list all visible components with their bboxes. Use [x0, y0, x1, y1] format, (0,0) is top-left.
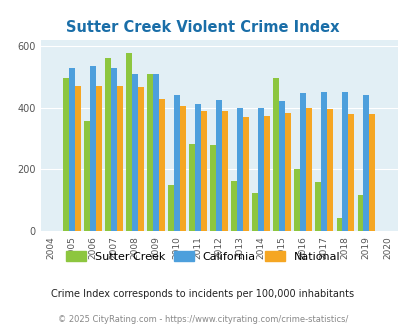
Bar: [357, 195, 362, 231]
Bar: [294, 169, 300, 231]
Bar: [153, 74, 159, 231]
Text: Crime Index corresponds to incidents per 100,000 inhabitants: Crime Index corresponds to incidents per…: [51, 289, 354, 299]
Bar: [243, 117, 249, 231]
Bar: [326, 109, 333, 231]
Bar: [174, 95, 180, 231]
Bar: [63, 78, 69, 231]
Bar: [126, 53, 132, 231]
Bar: [264, 116, 269, 231]
Bar: [222, 111, 228, 231]
Bar: [258, 108, 264, 231]
Legend: Sutter Creek, California, National: Sutter Creek, California, National: [61, 247, 344, 267]
Bar: [362, 95, 369, 231]
Bar: [347, 114, 353, 231]
Bar: [159, 99, 164, 231]
Bar: [195, 104, 200, 231]
Bar: [300, 93, 305, 231]
Bar: [138, 87, 144, 231]
Bar: [273, 78, 279, 231]
Bar: [69, 68, 75, 231]
Text: © 2025 CityRating.com - https://www.cityrating.com/crime-statistics/: © 2025 CityRating.com - https://www.city…: [58, 315, 347, 324]
Bar: [305, 108, 311, 231]
Bar: [180, 106, 185, 231]
Bar: [75, 86, 81, 231]
Bar: [132, 74, 138, 231]
Bar: [84, 121, 90, 231]
Bar: [336, 218, 341, 231]
Bar: [321, 92, 326, 231]
Bar: [279, 101, 285, 231]
Bar: [369, 114, 374, 231]
Bar: [285, 113, 290, 231]
Bar: [315, 182, 321, 231]
Bar: [96, 86, 102, 231]
Bar: [237, 108, 243, 231]
Bar: [105, 58, 111, 231]
Text: Sutter Creek Violent Crime Index: Sutter Creek Violent Crime Index: [66, 20, 339, 35]
Bar: [252, 193, 258, 231]
Bar: [189, 144, 195, 231]
Bar: [147, 74, 153, 231]
Bar: [90, 66, 96, 231]
Bar: [216, 100, 222, 231]
Bar: [210, 145, 216, 231]
Bar: [341, 92, 347, 231]
Bar: [200, 111, 207, 231]
Bar: [231, 181, 237, 231]
Bar: [111, 68, 117, 231]
Bar: [168, 185, 174, 231]
Bar: [117, 86, 123, 231]
